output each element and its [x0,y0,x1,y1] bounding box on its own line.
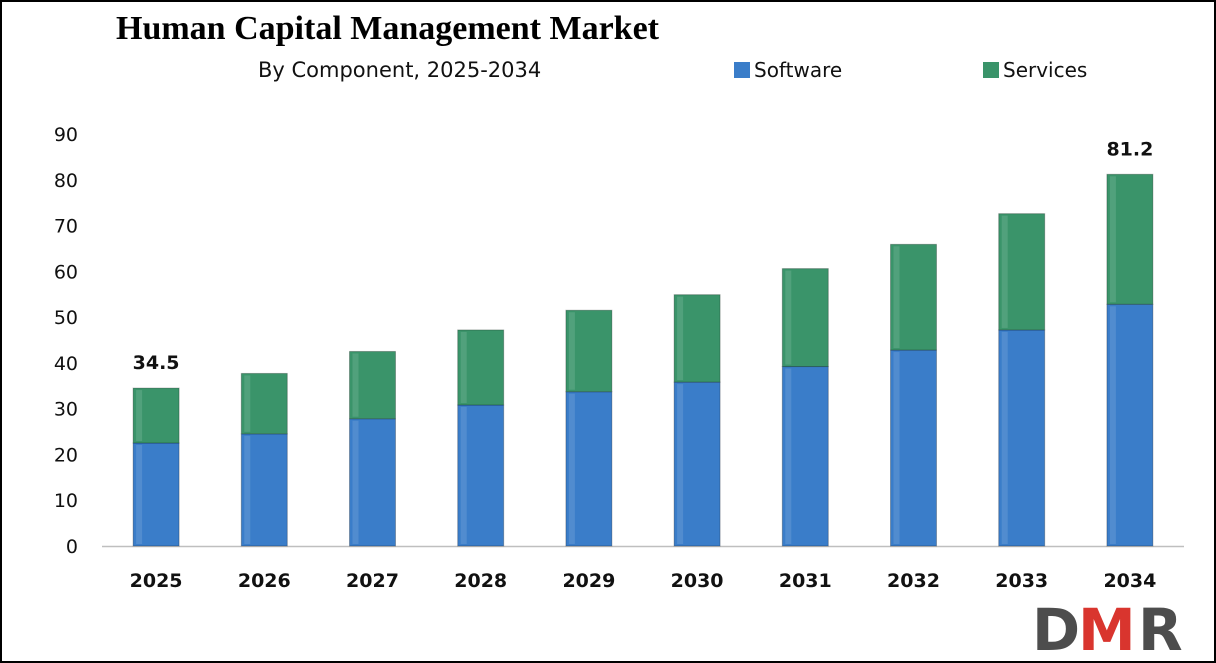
bar-highlight [677,296,684,381]
legend-label-software: Software [754,58,843,82]
bar-services-2025 [132,387,180,444]
bar-highlight [1109,306,1116,544]
y-tick-label: 0 [66,536,78,558]
bar-services-2031 [781,268,829,368]
x-tick-label: 2029 [562,570,615,592]
bar-highlight [352,420,359,544]
bar-services-2029 [565,309,613,393]
x-tick-label: 2032 [887,570,940,592]
y-tick-label: 50 [54,307,78,329]
x-tick-label: 2027 [346,570,399,592]
bar-highlight [785,368,792,544]
y-tick-label: 60 [54,261,78,283]
x-tick-label: 2025 [130,570,183,592]
bar-software-2034 [1106,303,1154,547]
x-tick-label: 2033 [995,570,1048,592]
bar-highlight [136,390,143,441]
chart-title: Human Capital Management Market [116,10,660,47]
logo-m: M [1078,598,1132,658]
x-tick-label: 2026 [238,570,291,592]
bar-services-2030 [673,294,721,383]
bar-services-2026 [240,372,288,435]
bar-highlight [1109,176,1116,303]
bar-highlight [136,445,143,544]
bar-services-2033 [998,213,1046,331]
bar-software-2031 [781,366,829,547]
bar-services-2034 [1106,173,1154,305]
y-tick-label: 90 [54,124,78,146]
y-tick-label: 20 [54,444,78,466]
bar-software-2029 [565,391,613,547]
x-tick-label: 2031 [779,570,832,592]
bar-highlight [568,393,575,544]
bar-software-2033 [998,329,1046,547]
y-tick-label: 70 [54,216,78,238]
x-tick-label: 2030 [671,570,724,592]
logo-d: D [1032,598,1078,658]
bar-software-2028 [457,404,505,547]
total-label-2034: 81.2 [1106,138,1153,160]
y-tick-label: 10 [54,490,78,512]
bar-highlight [1001,215,1008,328]
bar-highlight [460,407,467,544]
bar-services-2027 [349,350,396,420]
x-tick-label: 2034 [1103,570,1156,592]
bar-software-2032 [890,349,937,547]
bar-software-2030 [673,381,721,547]
bar-highlight [677,384,684,544]
bar-highlight [244,375,251,432]
y-tick-label: 40 [54,353,78,375]
legend-label-services: Services [1003,58,1088,82]
dmr-logo: D M R [1032,598,1186,658]
bar-highlight [893,352,900,544]
bar-highlight [568,312,575,390]
legend-item-software: Software [734,58,842,82]
bar-services-2032 [890,243,937,351]
x-tick-label: 2028 [454,570,507,592]
bar-services-2028 [457,329,505,406]
legend-swatch-services [983,62,999,78]
bar-highlight [460,331,467,404]
y-tick-label: 30 [54,399,78,421]
bar-software-2027 [349,418,396,547]
logo-r: R [1138,598,1182,658]
total-label-2025: 34.5 [133,352,180,374]
legend-item-services: Services [983,58,1087,82]
bar-highlight [1001,331,1008,544]
legend-swatch-software [734,62,750,78]
bar-highlight [352,353,359,417]
y-tick-label: 80 [54,170,78,192]
bar-highlight [244,435,251,544]
bar-highlight [893,246,900,349]
chart-subtitle: By Component, 2025-2034 [258,58,542,82]
bar-highlight [785,270,792,365]
